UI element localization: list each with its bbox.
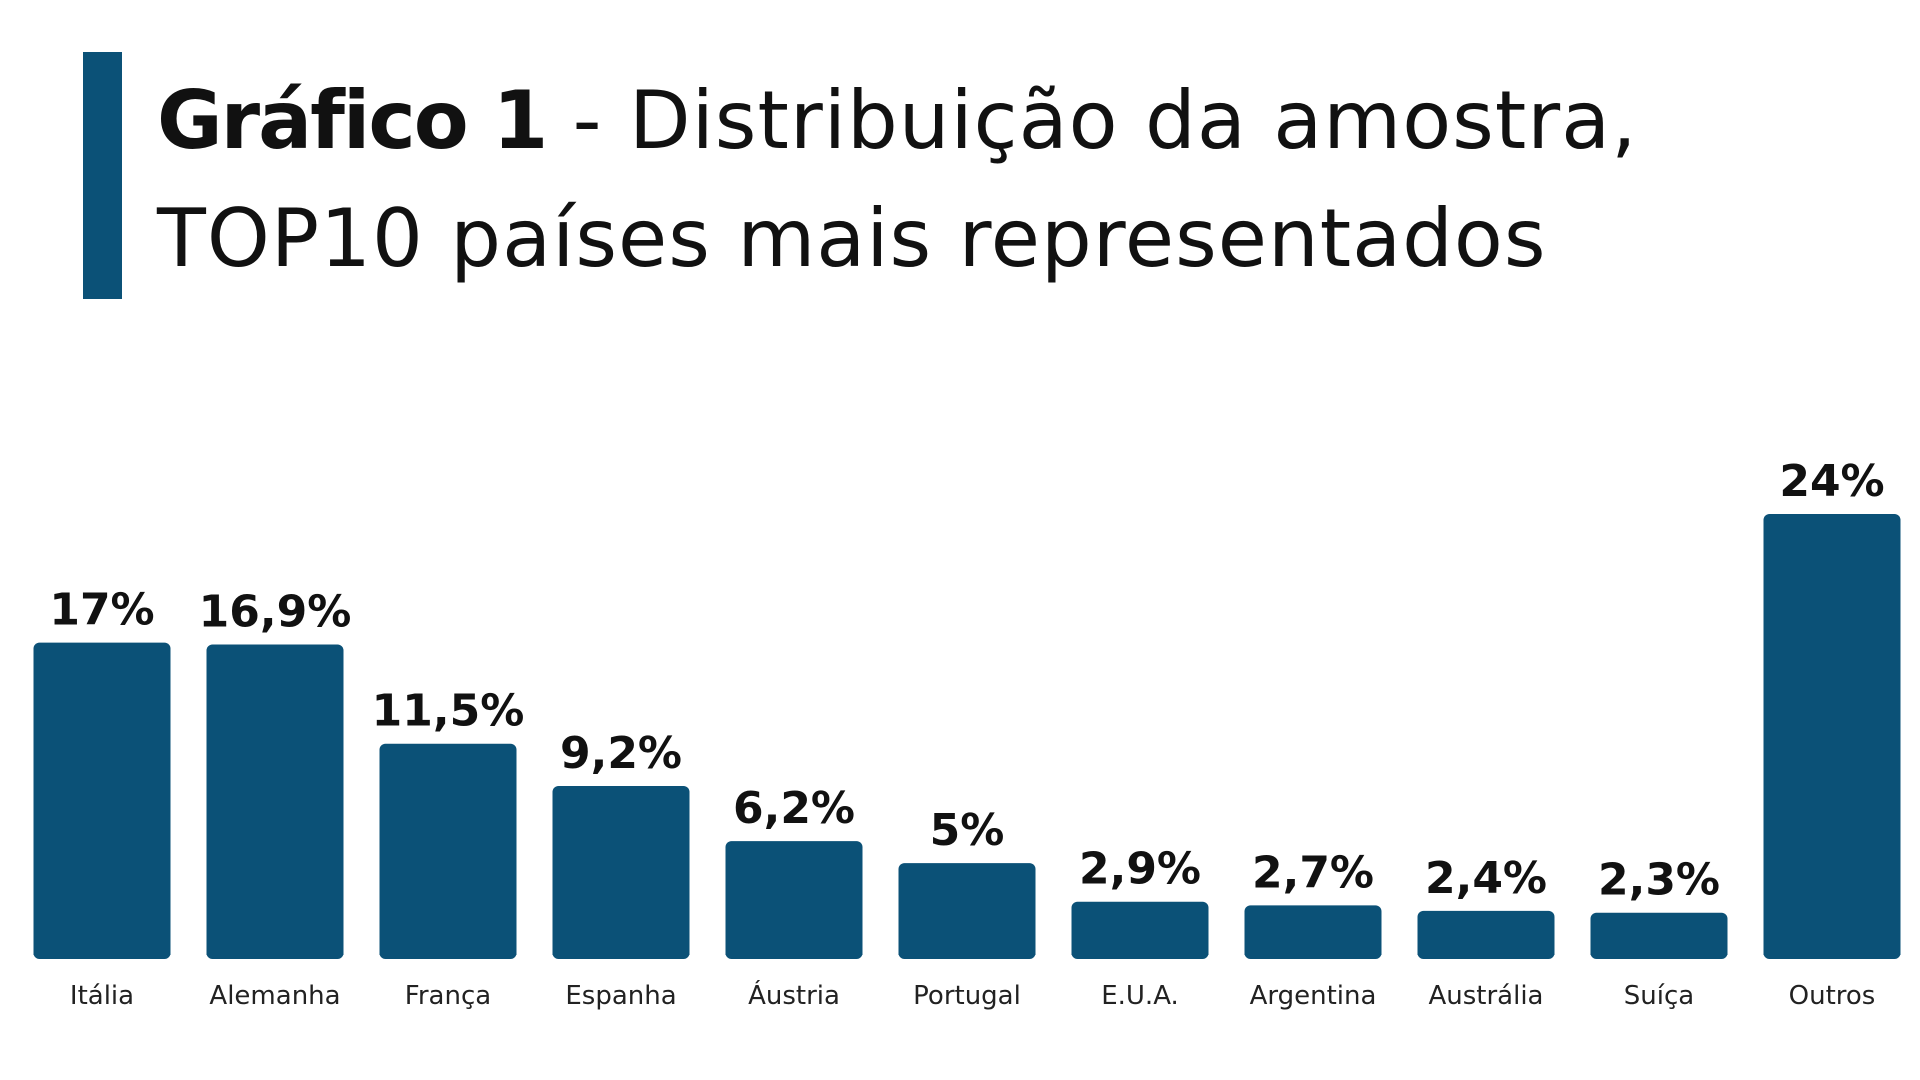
value-label-austria: 6,2%	[733, 783, 855, 834]
category-label-austria: Áustria	[748, 979, 840, 1011]
bar-e-u-a	[1071, 901, 1209, 959]
bar-alemanha	[206, 644, 344, 959]
value-label-argentina: 2,7%	[1252, 847, 1374, 898]
bar-base-portugal	[898, 949, 1036, 955]
category-label-alemanha: Alemanha	[209, 981, 340, 1011]
bar-base-e-u-a	[1071, 949, 1209, 955]
bar-base-espanha	[552, 949, 690, 955]
category-label-e-u-a: E.U.A.	[1101, 981, 1179, 1011]
bar-franca	[379, 743, 517, 959]
chart-title-line2: TOP10 países mais representados	[157, 192, 1547, 285]
bar-suica	[1590, 912, 1728, 959]
category-label-outros: Outros	[1789, 981, 1876, 1011]
bar-argentina	[1244, 905, 1382, 959]
category-labels-group: Itália Alemanha França Espanha Áustria Portug…	[70, 979, 1875, 1011]
category-label-portugal: Portugal	[913, 981, 1021, 1011]
value-label-franca: 11,5%	[372, 686, 525, 737]
category-label-espanha: Espanha	[565, 981, 676, 1011]
chart-title-bold: Gráfico 1	[157, 74, 548, 167]
value-label-alemanha: 16,9%	[199, 586, 352, 637]
chart-title: Gráfico 1 - Distribuição da amostra, TOP…	[157, 62, 1857, 298]
category-label-argentina: Argentina	[1250, 981, 1377, 1011]
bar-base-italia	[33, 949, 171, 955]
chart-title-line1: - Distribuição da amostra,	[546, 74, 1638, 167]
bar-base-argentina	[1244, 949, 1382, 955]
category-label-franca: França	[405, 981, 491, 1011]
value-label-e-u-a: 2,9%	[1079, 844, 1201, 895]
bar-outros	[1763, 514, 1901, 959]
value-label-espanha: 9,2%	[560, 728, 682, 779]
value-label-italia: 17%	[49, 585, 154, 636]
value-label-australia: 2,4%	[1425, 853, 1547, 904]
value-labels-group: 17% 16,9% 11,5% 9,2% 6,2% 5% 2,9% 2,7% 2,4% 2,3% 2…	[49, 456, 1884, 906]
bar-base-australia	[1417, 949, 1555, 955]
bar-austria	[725, 841, 863, 959]
bars-group	[33, 514, 1901, 959]
category-label-italia: Itália	[70, 981, 134, 1011]
value-label-outros: 24%	[1779, 456, 1884, 507]
bar-base-franca	[379, 949, 517, 955]
category-label-australia: Austrália	[1428, 981, 1543, 1011]
bar-portugal	[898, 863, 1036, 959]
value-label-suica: 2,3%	[1598, 855, 1720, 906]
value-label-portugal: 5%	[930, 805, 1005, 856]
bar-espanha	[552, 785, 690, 959]
bar-base-suica	[1590, 949, 1728, 955]
bar-italia	[33, 642, 171, 959]
bar-base-austria	[725, 949, 863, 955]
bar-base-alemanha	[206, 949, 344, 955]
title-accent-bar	[83, 52, 122, 299]
category-label-suica: Suíça	[1624, 981, 1694, 1011]
bar-australia	[1417, 910, 1555, 959]
bar-base-outros	[1763, 949, 1901, 955]
